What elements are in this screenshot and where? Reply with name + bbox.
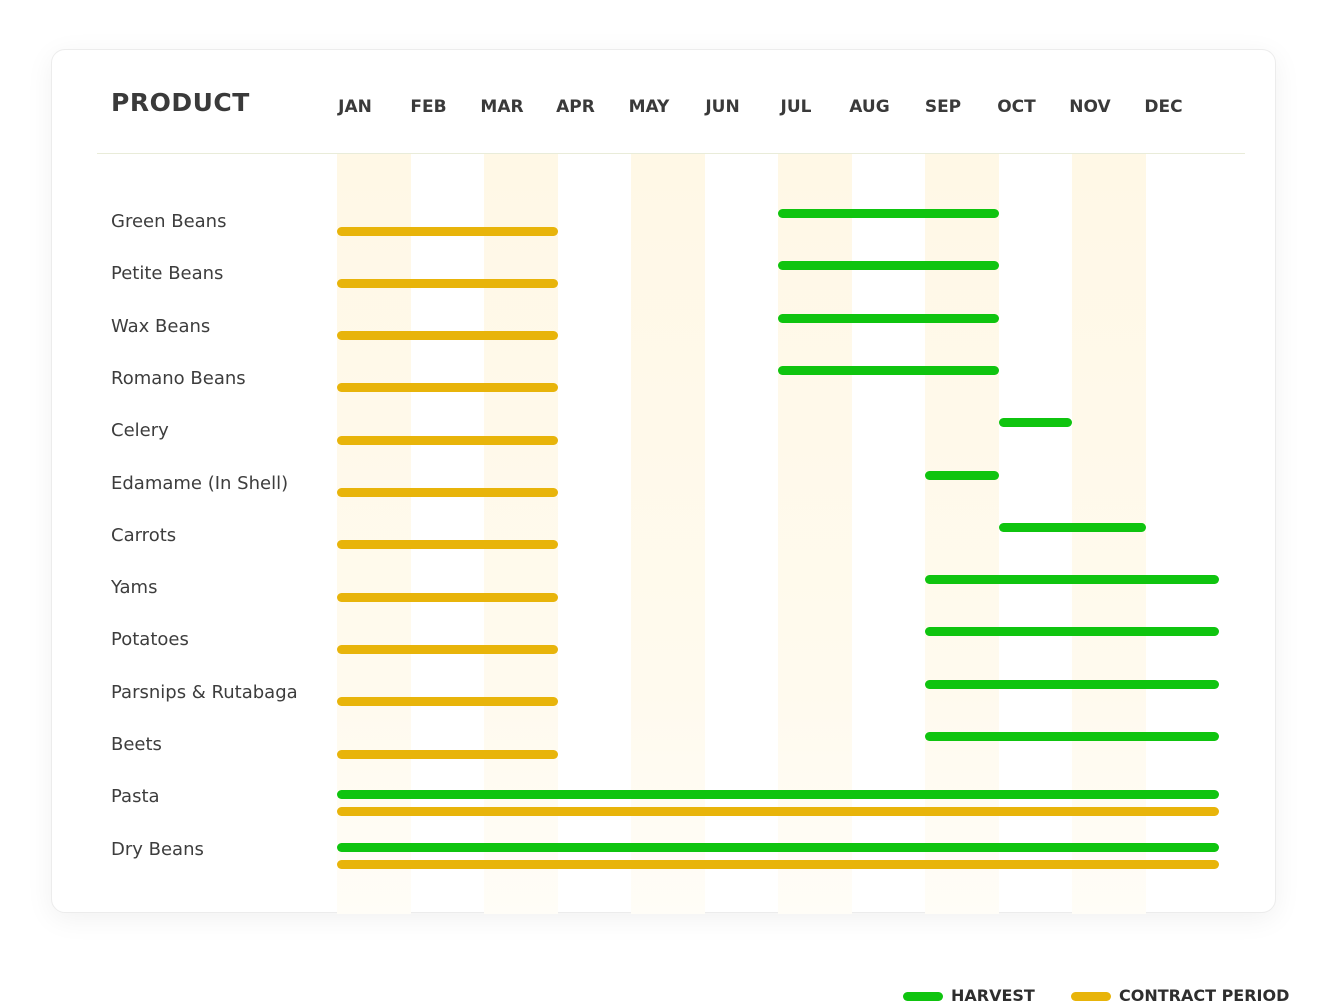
product-label: Petite Beans bbox=[111, 263, 224, 285]
legend-harvest-swatch bbox=[903, 991, 943, 1001]
header-divider bbox=[97, 153, 1245, 154]
contract-bar bbox=[337, 435, 558, 445]
harvest-bar bbox=[778, 261, 999, 271]
product-label: Beets bbox=[111, 734, 162, 755]
harvest-bar bbox=[337, 790, 1219, 800]
month-label-nov: NOV bbox=[1069, 97, 1111, 117]
month-label-mar: MAR bbox=[480, 97, 524, 117]
product-label: Parsnips & Rutabaga bbox=[111, 681, 298, 703]
product-label: Edamame (In Shell) bbox=[111, 472, 289, 494]
harvest-bar bbox=[925, 732, 1219, 741]
month-label-jan: JAN bbox=[338, 97, 372, 117]
legend-harvest-label: HARVEST bbox=[951, 986, 1035, 1005]
stripe-nov bbox=[1072, 154, 1146, 914]
stripe-sep bbox=[925, 154, 999, 914]
stripe-jan bbox=[337, 154, 411, 914]
harvest-bar bbox=[998, 522, 1146, 532]
month-label-jun: JUN bbox=[705, 97, 740, 117]
product-label: Pasta bbox=[111, 786, 160, 808]
contract-bar bbox=[337, 749, 558, 759]
month-label-oct: OCT bbox=[997, 97, 1036, 117]
harvest-bar bbox=[337, 842, 1219, 852]
harvest-bar bbox=[778, 313, 999, 323]
month-label-sep: SEP bbox=[924, 97, 962, 117]
harvest-bar bbox=[778, 209, 999, 218]
contract-bar bbox=[337, 331, 558, 341]
product-label: Dry Beans bbox=[111, 838, 204, 860]
legend-contract: CONTRACT PERIOD bbox=[1071, 986, 1289, 1006]
contract-bar bbox=[337, 644, 558, 654]
month-label-may: MAY bbox=[628, 97, 670, 117]
month-label-feb: FEB bbox=[410, 97, 447, 117]
legend-harvest: HARVEST bbox=[903, 986, 1035, 1006]
product-label: Celery bbox=[111, 420, 169, 442]
stripe-jul bbox=[778, 154, 852, 914]
product-label: Carrots bbox=[111, 524, 177, 546]
contract-bar bbox=[337, 592, 558, 602]
product-column-header: PRODUCT bbox=[111, 88, 250, 117]
contract-bar bbox=[337, 807, 1219, 817]
product-label: Yams bbox=[111, 577, 158, 599]
product-label: Green Beans bbox=[111, 211, 227, 232]
contract-bar bbox=[337, 488, 558, 497]
harvest-bar bbox=[925, 627, 1219, 637]
contract-bar bbox=[337, 226, 558, 236]
harvest-bar bbox=[925, 575, 1219, 585]
harvest-bar bbox=[778, 365, 999, 375]
contract-bar bbox=[337, 697, 558, 707]
harvest-bar bbox=[925, 470, 999, 480]
month-label-dec: DEC bbox=[1144, 97, 1183, 117]
product-label: Potatoes bbox=[111, 629, 189, 651]
stripe-mar bbox=[484, 154, 558, 914]
legend-contract-label: CONTRACT PERIOD bbox=[1119, 986, 1290, 1005]
month-label-jul: JUL bbox=[780, 97, 812, 117]
stripe-may bbox=[631, 154, 705, 914]
legend-contract-swatch bbox=[1071, 991, 1111, 1001]
month-label-apr: APR bbox=[556, 97, 595, 117]
contract-bar bbox=[337, 540, 558, 550]
contract-bar bbox=[337, 383, 558, 393]
product-label: Romano Beans bbox=[111, 367, 246, 389]
contract-bar bbox=[337, 278, 558, 288]
harvest-bar bbox=[925, 679, 1219, 689]
harvest-bar bbox=[998, 418, 1072, 428]
product-label: Wax Beans bbox=[111, 315, 211, 337]
month-label-aug: AUG bbox=[849, 97, 890, 117]
contract-bar bbox=[337, 859, 1219, 869]
